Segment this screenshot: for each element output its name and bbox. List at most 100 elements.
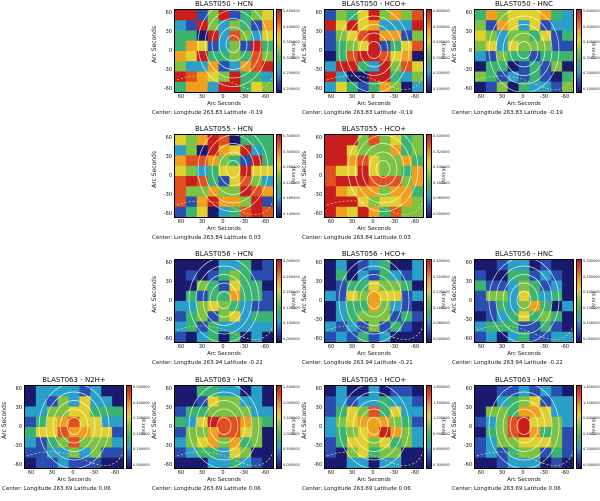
map-pixel bbox=[325, 311, 337, 323]
map-pixel bbox=[485, 321, 498, 333]
map-pixel bbox=[68, 447, 81, 459]
color-bar-tick: 0.600000 bbox=[433, 447, 450, 451]
map-pixel bbox=[412, 260, 423, 271]
x-tick-label: 0 bbox=[221, 470, 225, 476]
y-tick-label: 60 bbox=[465, 260, 472, 266]
map-pixel bbox=[229, 396, 241, 408]
map-pixel bbox=[185, 427, 198, 438]
color-bar-tick: 0.100000 bbox=[583, 321, 600, 325]
x-tick-label: 60 bbox=[327, 344, 335, 350]
map-pixel bbox=[368, 386, 381, 397]
x-tick-label: 30 bbox=[498, 94, 506, 100]
map-pixel bbox=[401, 40, 413, 52]
color-bar-tick: 0.250000 bbox=[583, 274, 600, 279]
map-pixel bbox=[475, 301, 487, 312]
map-pixel bbox=[379, 165, 391, 177]
map-pixel bbox=[485, 260, 498, 271]
contour-line bbox=[38, 386, 110, 468]
color-bar-tick: 0.000000 bbox=[433, 336, 450, 341]
map-pixel bbox=[390, 260, 402, 271]
color-bar-tick: 0.260000 bbox=[283, 165, 300, 169]
map-pixel bbox=[335, 81, 348, 92]
map-pixel bbox=[357, 165, 370, 177]
map-pixel bbox=[25, 447, 37, 459]
map-pixel bbox=[390, 290, 402, 302]
map-pixel bbox=[562, 10, 573, 21]
map-pixel bbox=[90, 457, 102, 468]
map-pixel bbox=[412, 301, 423, 312]
map-panel-p1: BLAST050 - HCO+ Arc Seconds 60 30 0 -30 -60 0.6… bbox=[300, 0, 450, 124]
x-tick-label: -60 bbox=[260, 470, 270, 476]
y-tick-label: 60 bbox=[15, 386, 22, 392]
map-pixel bbox=[507, 260, 520, 271]
map-pixel bbox=[357, 20, 370, 32]
map-pixel bbox=[262, 406, 273, 418]
color-bar-tick: 0.320000 bbox=[433, 274, 450, 279]
map-pixel bbox=[185, 71, 198, 83]
y-tick-label: -60 bbox=[163, 462, 172, 468]
map-pixel bbox=[185, 331, 198, 342]
map-pixel bbox=[218, 260, 231, 271]
map-pixel bbox=[379, 427, 391, 438]
map-pixel bbox=[562, 457, 573, 468]
map-pixel bbox=[207, 155, 220, 167]
map-pixel bbox=[251, 206, 263, 217]
color-bar-tick: 0.300000 bbox=[283, 55, 300, 60]
map-pixel bbox=[175, 416, 187, 428]
color-bar-tick: 1.100000 bbox=[583, 400, 600, 405]
map-pixel bbox=[346, 71, 359, 83]
map-pixel bbox=[185, 145, 198, 157]
map-pixel bbox=[412, 176, 423, 187]
map-pixel bbox=[196, 427, 209, 438]
map-pixel bbox=[325, 10, 337, 21]
map-pixel bbox=[357, 406, 370, 418]
contour-line bbox=[197, 135, 269, 212]
map-pixel bbox=[262, 81, 273, 92]
panel-title: BLAST056 - HNC bbox=[494, 250, 554, 258]
intensity-map bbox=[474, 259, 574, 343]
map-pixel bbox=[412, 61, 423, 73]
map-pixel bbox=[401, 311, 413, 323]
map-pixel bbox=[325, 406, 337, 418]
map-pixel bbox=[540, 40, 552, 52]
map-pixel bbox=[240, 280, 252, 292]
map-pixel bbox=[368, 51, 381, 62]
map-pixel bbox=[46, 396, 59, 408]
map-pixel bbox=[325, 260, 337, 271]
map-pixel bbox=[496, 71, 509, 83]
map-pixel bbox=[207, 260, 220, 271]
map-pixel bbox=[551, 71, 563, 83]
x-tick-label: 30 bbox=[348, 470, 356, 476]
color-bar-tick: 1.400000 bbox=[583, 385, 600, 389]
map-pixel bbox=[475, 321, 487, 333]
map-pixel bbox=[175, 20, 187, 32]
map-pixel bbox=[240, 155, 252, 167]
map-pixel bbox=[240, 145, 252, 157]
color-bar-tick: 0.300000 bbox=[283, 259, 300, 263]
color-bar-tick: 2.500000 bbox=[283, 385, 300, 389]
panel-center-coords: Center: Longitude 263.69 Latitude 0.06 bbox=[302, 486, 411, 492]
map-pixel bbox=[335, 206, 348, 217]
y-tick-label: -30 bbox=[163, 67, 172, 73]
map-pixel bbox=[196, 396, 209, 408]
map-pixel bbox=[551, 331, 563, 342]
map-pixel bbox=[412, 165, 423, 177]
map-pixel bbox=[346, 206, 359, 217]
map-pixel bbox=[175, 270, 187, 282]
map-pixel bbox=[218, 386, 231, 397]
map-pixel bbox=[207, 135, 220, 146]
map-pixel bbox=[379, 386, 391, 397]
color-bar-tick: 0.050000 bbox=[283, 336, 300, 341]
map-pixel bbox=[79, 416, 91, 428]
map-pixel bbox=[112, 457, 123, 468]
intensity-map bbox=[324, 134, 424, 218]
map-pixel bbox=[357, 176, 370, 187]
map-pixel bbox=[540, 71, 552, 83]
map-pixel bbox=[185, 165, 198, 177]
map-pixel bbox=[412, 280, 423, 292]
y-tick-label: -60 bbox=[463, 462, 472, 468]
map-pixel bbox=[562, 427, 573, 438]
map-pixel bbox=[218, 396, 231, 408]
map-pixel bbox=[379, 206, 391, 217]
map-pixel bbox=[401, 51, 413, 62]
